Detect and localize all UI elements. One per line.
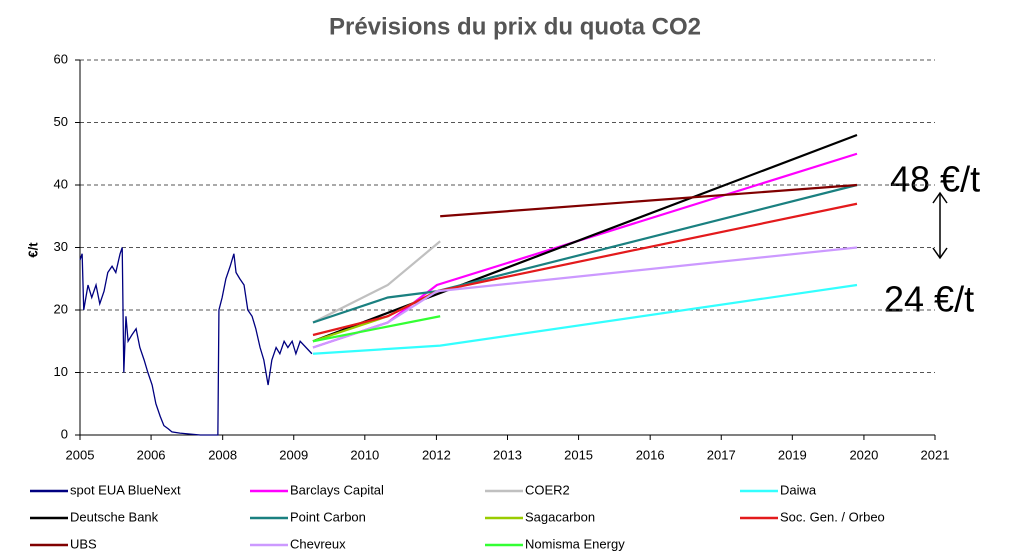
annotation: 48 €/t [890, 159, 980, 200]
x-tick-label: 2005 [66, 447, 95, 462]
legend-label: COER2 [525, 482, 570, 497]
x-tick-label: 2020 [849, 447, 878, 462]
series-line [312, 183, 858, 324]
y-axis-label: €/t [25, 242, 40, 258]
y-tick-label: 60 [54, 51, 68, 66]
x-tick-label: 2009 [279, 447, 308, 462]
series-line [312, 202, 858, 337]
legend-label: Chevreux [290, 536, 346, 551]
x-tick-label: 2010 [350, 447, 379, 462]
y-tick-label: 30 [54, 239, 68, 254]
series-line [312, 315, 441, 343]
series-line [312, 283, 858, 355]
series-line [79, 247, 313, 436]
legend-label: Daiwa [780, 482, 817, 497]
y-tick-label: 40 [54, 176, 68, 191]
x-tick-label: 2017 [707, 447, 736, 462]
double-arrow [932, 191, 948, 260]
y-tick-label: 10 [54, 364, 68, 379]
legend-label: Point Carbon [290, 509, 366, 524]
legend-label: UBS [70, 536, 97, 551]
x-tick-label: 2008 [208, 447, 237, 462]
chart-title: Prévisions du prix du quota CO2 [329, 13, 701, 40]
x-tick-label: 2019 [778, 447, 807, 462]
x-tick-label: 2015 [564, 447, 593, 462]
y-tick-label: 20 [54, 301, 68, 316]
x-tick-label: 2021 [921, 447, 950, 462]
legend-label: Soc. Gen. / Orbeo [780, 509, 885, 524]
y-tick-label: 50 [54, 114, 68, 129]
x-tick-label: 2016 [636, 447, 665, 462]
x-tick-label: 2006 [137, 447, 166, 462]
legend-label: Deutsche Bank [70, 509, 159, 524]
x-tick-label: 2013 [493, 447, 522, 462]
series-line [312, 133, 858, 343]
series-line [312, 240, 441, 324]
legend-label: spot EUA BlueNext [70, 482, 181, 497]
legend-label: Sagacarbon [525, 509, 595, 524]
legend-label: Barclays Capital [290, 482, 384, 497]
y-tick-label: 0 [61, 426, 68, 441]
annotation: 24 €/t [884, 279, 974, 320]
legend-label: Nomisma Energy [525, 536, 625, 551]
x-tick-label: 2012 [422, 447, 451, 462]
series-line [440, 183, 858, 218]
